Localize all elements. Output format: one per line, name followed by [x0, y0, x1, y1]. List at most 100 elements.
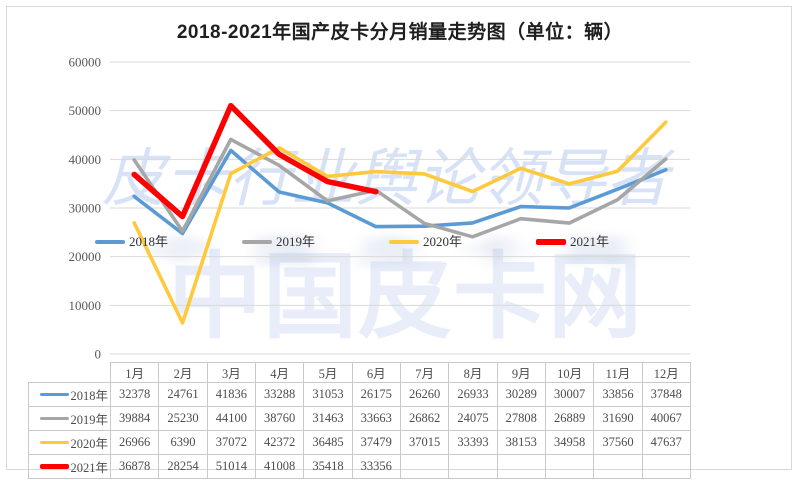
- table-cell: 24761: [158, 382, 208, 407]
- table-cell: 38760: [254, 406, 305, 431]
- table-cell: 6390: [158, 430, 208, 455]
- table-cell: 32378: [109, 382, 160, 407]
- month-header: 4月: [254, 362, 305, 383]
- table-cell: 31463: [303, 406, 353, 431]
- table-cell: 26966: [109, 430, 160, 455]
- table-cell: 26933: [448, 382, 498, 407]
- table-cell: 36878: [109, 454, 160, 479]
- row-header-2018年: 2018年: [28, 382, 111, 407]
- table-cell: 37015: [399, 430, 450, 455]
- legend-swatch-2020年: [389, 240, 419, 244]
- month-header: 7月: [399, 362, 450, 383]
- table-cell: 33288: [254, 382, 305, 407]
- table-cell: 35418: [303, 454, 353, 479]
- series-line-2021年: [131, 102, 379, 220]
- table-cell: 40067: [641, 406, 691, 431]
- y-tick-label: 10000: [69, 298, 102, 313]
- legend-item-2021年: 2021年: [536, 234, 683, 250]
- table-cell: 26175: [351, 382, 401, 407]
- table-cell: 37479: [351, 430, 401, 455]
- legend-swatch-2021年: [536, 239, 566, 245]
- table-row-2021年: 2021年 36878 28254 51014 41008 35418 33356: [28, 454, 691, 479]
- month-header: 6月: [351, 362, 401, 383]
- row-swatch-2020年: [40, 440, 70, 445]
- table-cell: 37072: [206, 430, 256, 455]
- table-cell: [399, 454, 450, 479]
- table-cell: [448, 454, 498, 479]
- table-cell: [544, 454, 595, 479]
- month-header: 8月: [448, 362, 498, 383]
- row-swatch-2021年: [40, 463, 70, 470]
- month-header: 2月: [158, 362, 208, 383]
- y-tick-label: 40000: [69, 152, 102, 167]
- table-cell: 41836: [206, 382, 256, 407]
- y-tick-label: 20000: [69, 249, 102, 264]
- table-header-row: 1月 2月 3月 4月 5月 6月 7月 8月 9月 10月 11月 12月: [29, 362, 691, 383]
- table-cell: 47637: [641, 430, 691, 455]
- table-cell: [641, 454, 691, 479]
- row-header-inner: 2021年: [31, 457, 108, 476]
- table-cell: 25230: [158, 406, 208, 431]
- table-cell: 42372: [254, 430, 305, 455]
- month-header: 9月: [496, 362, 546, 383]
- row-header-inner: 2019年: [31, 409, 108, 428]
- row-label: 2019年: [70, 413, 108, 427]
- chart-legend: 2018年 2019年 2020年 2021年: [95, 234, 683, 250]
- row-header-2020年: 2020年: [28, 430, 111, 455]
- row-header-2021年: 2021年: [28, 454, 111, 479]
- table-cell: 34958: [544, 430, 595, 455]
- table-cell: 30007: [544, 382, 595, 407]
- row-label: 2018年: [70, 389, 108, 403]
- table-cell: 33356: [351, 454, 401, 479]
- table-cell: 37560: [593, 430, 643, 455]
- y-tick-label: 30000: [69, 201, 102, 216]
- row-header-2019年: 2019年: [28, 406, 111, 431]
- table-cell: 26889: [544, 406, 595, 431]
- table-cell: 27808: [496, 406, 546, 431]
- legend-swatch-2018年: [95, 240, 125, 244]
- chart-title: 2018-2021年国产皮卡分月销量走势图（单位：辆）: [176, 22, 624, 43]
- table-cell: [593, 454, 643, 479]
- table-cell: 31690: [593, 406, 643, 431]
- y-tick-label: 60000: [69, 55, 102, 70]
- table-corner-cell: [29, 363, 111, 383]
- table-row-2018年: 2018年 32378 24761 41836 33288 31053 26175 26260…: [28, 382, 691, 407]
- month-header: 12月: [641, 362, 691, 383]
- legend-item-2020年: 2020年: [389, 234, 536, 250]
- table-cell: 31053: [303, 382, 353, 407]
- table-cell: 39884: [109, 406, 160, 431]
- legend-item-2018年: 2018年: [95, 234, 242, 250]
- table-cell: 33393: [448, 430, 498, 455]
- table-cell: 26260: [399, 382, 450, 407]
- table-row-2020年: 2020年 26966 6390 37072 42372 36485 37479 37015 3…: [28, 430, 691, 455]
- table-cell: 38153: [496, 430, 546, 455]
- month-header: 3月: [206, 362, 256, 383]
- y-tick-label: 50000: [69, 103, 102, 118]
- month-header: 10月: [544, 362, 595, 383]
- table-cell: 26862: [399, 406, 450, 431]
- table-cell: 30289: [496, 382, 546, 407]
- row-label: 2020年: [70, 437, 108, 451]
- row-swatch-2018年: [40, 392, 70, 397]
- month-header: 5月: [303, 362, 353, 383]
- row-header-inner: 2018年: [31, 385, 108, 404]
- month-header: 11月: [593, 362, 643, 383]
- y-tick-label: 0: [95, 347, 102, 362]
- table-cell: 51014: [206, 454, 256, 479]
- legend-label: 2018年: [129, 234, 169, 249]
- legend-label: 2021年: [570, 234, 610, 249]
- table-cell: 37848: [641, 382, 691, 407]
- row-label: 2021年: [70, 461, 108, 475]
- data-table: 1月 2月 3月 4月 5月 6月 7月 8月 9月 10月 11月 12月 2018年 32378 247…: [28, 362, 691, 479]
- legend-label: 2020年: [423, 234, 463, 249]
- legend-item-2019年: 2019年: [242, 234, 389, 250]
- series-line-2019年: [132, 137, 668, 239]
- month-header: 1月: [109, 362, 160, 383]
- legend-label: 2019年: [276, 234, 316, 249]
- table-cell: 44100: [206, 406, 256, 431]
- table-cell: 33663: [351, 406, 401, 431]
- table-cell: 36485: [303, 430, 353, 455]
- table-cell: 33856: [593, 382, 643, 407]
